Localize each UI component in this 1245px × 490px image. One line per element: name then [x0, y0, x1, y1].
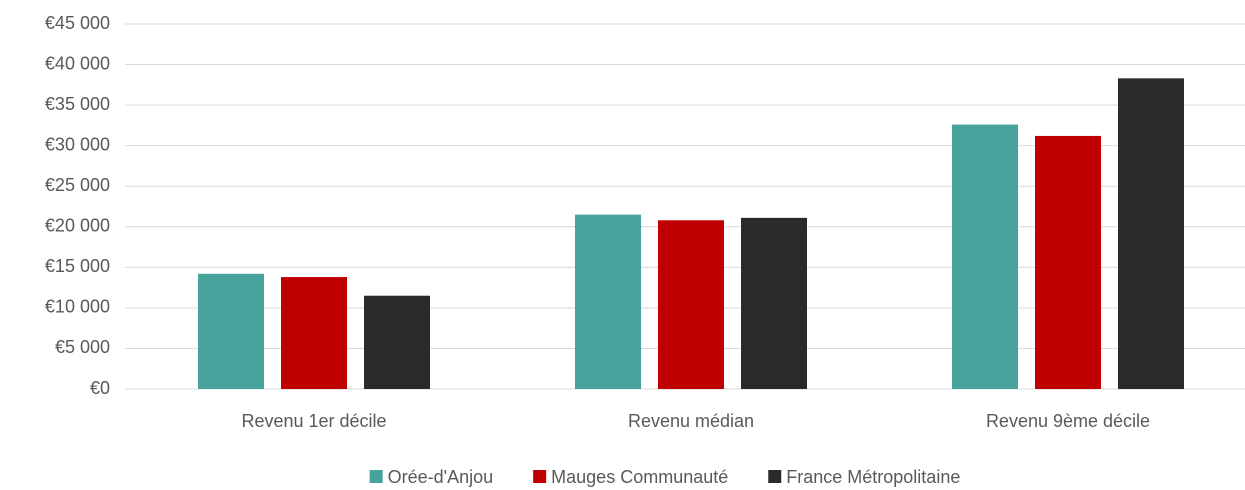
bar	[198, 273, 264, 389]
y-tick-label: €30 000	[45, 134, 110, 154]
bar	[741, 217, 807, 389]
y-tick-label: €10 000	[45, 297, 110, 317]
y-tick-label: €25 000	[45, 175, 110, 195]
bar	[575, 214, 641, 389]
legend-swatch	[768, 470, 782, 483]
y-tick-label: €45 000	[45, 13, 110, 33]
y-tick-label: €20 000	[45, 216, 110, 236]
y-tick-label: €40 000	[45, 53, 110, 73]
legend-label: Mauges Communauté	[551, 467, 728, 487]
y-tick-label: €15 000	[45, 256, 110, 276]
legend-swatch	[369, 470, 383, 483]
x-tick-label: Revenu 1er décile	[241, 411, 386, 431]
bar	[658, 220, 724, 389]
bar	[281, 277, 347, 389]
bar	[1118, 78, 1184, 389]
legend-label: Orée-d'Anjou	[388, 467, 494, 487]
y-tick-label: €35 000	[45, 94, 110, 114]
legend-swatch	[533, 470, 547, 483]
x-tick-label: Revenu 9ème décile	[986, 411, 1150, 431]
y-tick-label: €0	[90, 378, 110, 398]
x-tick-label: Revenu médian	[628, 411, 754, 431]
bar	[1035, 135, 1101, 389]
bar	[364, 295, 430, 389]
legend-label: France Métropolitaine	[786, 467, 960, 487]
bar	[952, 124, 1018, 390]
y-tick-label: €5 000	[55, 337, 110, 357]
